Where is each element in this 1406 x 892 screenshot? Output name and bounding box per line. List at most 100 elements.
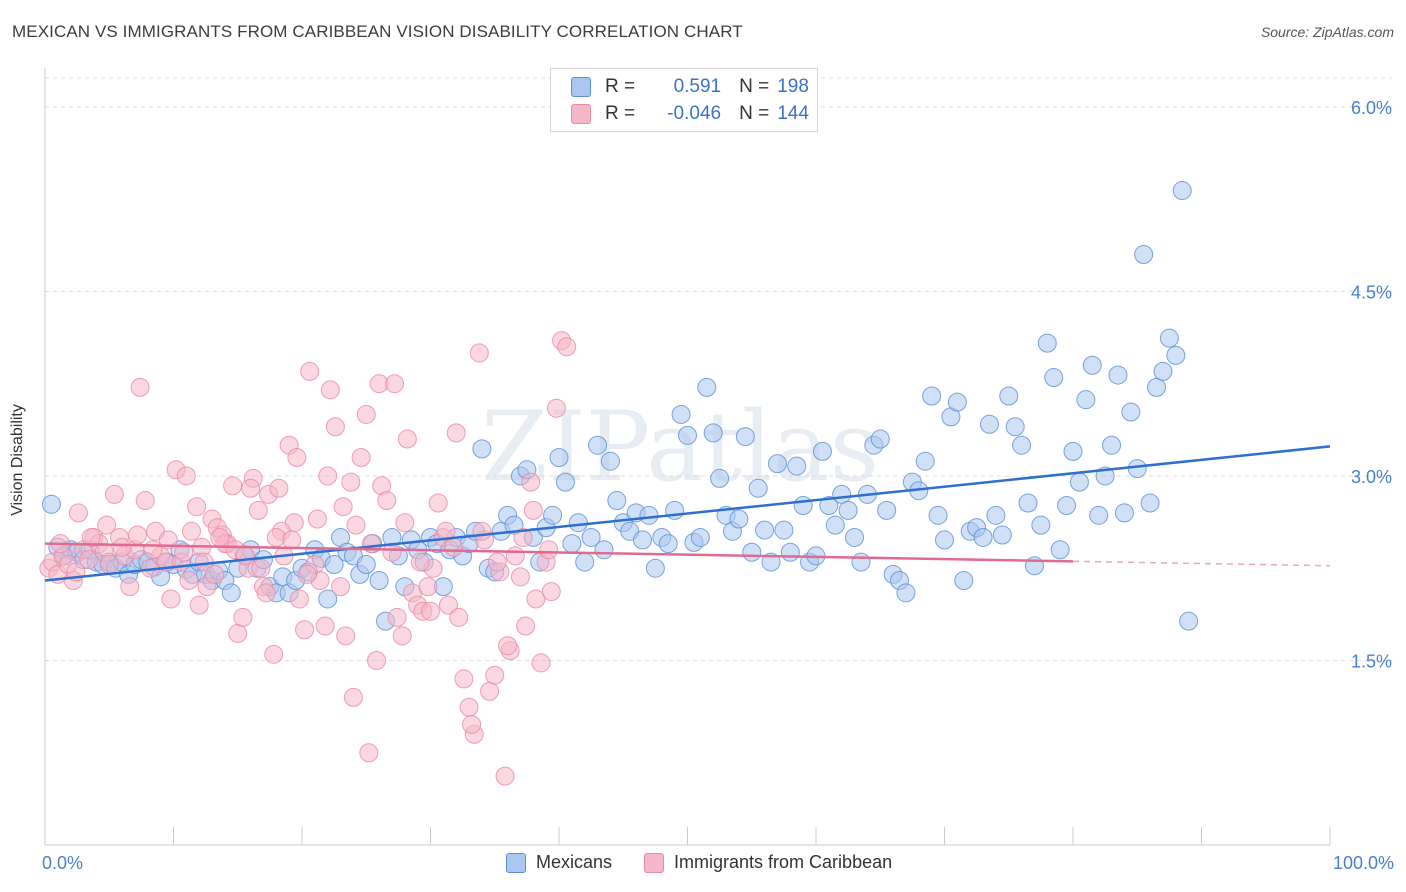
point-mexicans [1121,402,1141,422]
point-caribbean [469,343,489,363]
point-mexicans [639,505,659,525]
point-caribbean [104,484,124,504]
point-mexicans [1012,435,1032,455]
legend-item-mexicans[interactable]: Mexicans [506,852,612,873]
point-mexicans [549,448,569,467]
point-caribbean [269,478,289,498]
point-mexicans [979,414,999,434]
point-mexicans [1050,540,1070,560]
point-caribbean [480,681,500,701]
point-mexicans [710,468,730,488]
point-caribbean [367,650,387,670]
point-mexicans [703,423,723,443]
point-caribbean [176,466,196,486]
point-mexicans [870,429,890,449]
point-caribbean [228,623,248,643]
point-caribbean [487,552,507,572]
point-mexicans [832,484,852,504]
point-mexicans [935,530,954,550]
y-tick-label: 4.5% [1351,282,1392,302]
point-mexicans [472,439,492,459]
point-caribbean [205,564,225,584]
point-mexicans [324,555,344,575]
point-caribbean [346,515,366,535]
legend-row-caribbean: R = -0.046 N = 144 [571,101,809,127]
legend-swatch-caribbean [571,104,591,124]
point-caribbean [143,540,163,560]
point-mexicans [1172,181,1192,201]
series-legend: Mexicans Immigrants from Caribbean [506,852,924,873]
point-mexicans [780,542,800,562]
point-caribbean [210,527,230,547]
point-caribbean [343,687,363,707]
point-caribbean [295,620,315,640]
point-caribbean [130,377,150,397]
point-mexicans [774,520,794,540]
point-caribbean [282,530,302,550]
legend-swatch-mexicans [506,852,526,873]
point-mexicans [697,377,717,397]
legend-label-mexicans: Mexicans [536,852,613,872]
trendline-mexicans [44,445,1331,582]
legend-item-caribbean[interactable]: Immigrants from Caribbean [644,852,892,873]
point-mexicans [658,534,678,554]
x-tick-label-max: 100.0% [1332,853,1394,873]
point-caribbean [79,550,99,570]
x-tick-label-min: 0.0% [42,853,84,873]
chart-title: MEXICAN VS IMMIGRANTS FROM CARIBBEAN VIS… [12,22,743,41]
point-caribbean [510,567,530,587]
point-caribbean [557,337,577,357]
point-caribbean [446,423,466,443]
point-mexicans [787,456,807,476]
point-caribbean [241,478,261,498]
point-caribbean [68,503,88,523]
point-caribbean [318,466,338,486]
point-caribbean [387,607,407,627]
point-mexicans [1037,333,1057,353]
point-mexicans [594,540,614,560]
point-caribbean [289,589,309,609]
point-mexicans [575,552,595,572]
point-mexicans [748,478,768,498]
point-caribbean [356,404,376,424]
point-caribbean [320,380,340,400]
point-mexicans [1044,368,1064,388]
point-mexicans [992,525,1012,545]
point-caribbean [297,564,317,584]
point-mexicans [581,527,601,547]
point-caribbean [505,546,525,566]
point-caribbean [325,417,345,437]
point-caribbean [546,398,566,418]
legend-r-label: R = [605,76,636,97]
point-mexicans [735,427,755,447]
point-mexicans [851,552,871,572]
point-caribbean [161,589,181,609]
point-caribbean [81,527,101,547]
point-mexicans [954,571,974,591]
point-caribbean [128,525,148,545]
legend-row-mexicans: R = 0.591 N = 198 [571,74,809,100]
point-caribbean [351,448,371,467]
point-mexicans [1089,505,1109,525]
correlation-legend: R = 0.591 N = 198 R = -0.046 N = 144 [550,68,818,132]
point-mexicans [877,500,897,520]
point-mexicans [671,404,691,424]
point-mexicans [1005,417,1025,437]
point-mexicans [825,515,845,535]
point-mexicans [1076,390,1096,410]
point-mexicans [633,530,653,550]
point-mexicans [1108,365,1128,385]
point-mexicans [221,583,241,603]
point-mexicans [1159,328,1179,348]
point-caribbean [256,583,276,603]
point-caribbean [300,361,320,381]
point-caribbean [315,616,335,636]
point-mexicans [41,494,61,514]
point-mexicans [793,495,813,515]
point-mexicans [588,435,608,455]
point-caribbean [397,429,417,449]
point-mexicans [600,451,620,471]
point-caribbean [516,616,536,636]
point-caribbean [112,537,132,557]
point-mexicans [1127,459,1147,479]
